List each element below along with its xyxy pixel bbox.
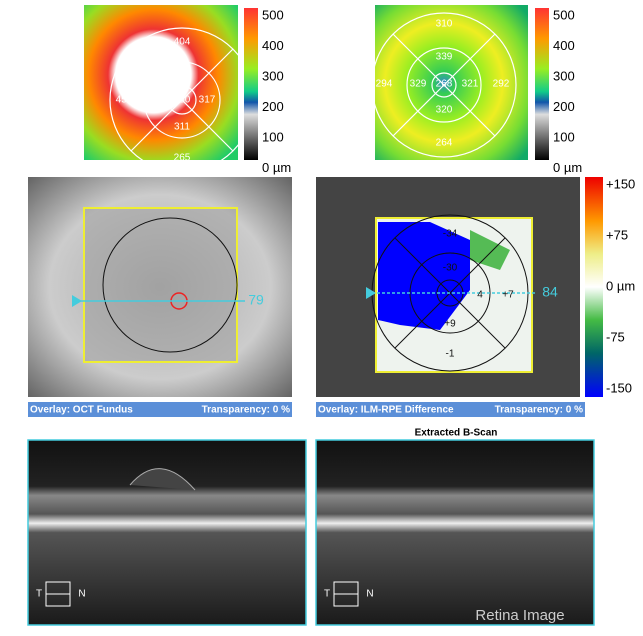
scale-label: 200	[553, 99, 575, 114]
etdrs-grid	[102, 217, 238, 353]
scan-arrow	[72, 295, 82, 307]
overlay-label: Overlay: OCT Fundus	[30, 405, 133, 416]
color-scale	[535, 8, 549, 160]
sector-value: 265	[174, 153, 191, 164]
etdrs-grid	[371, 12, 517, 158]
sector-value: 294	[376, 79, 393, 90]
sector-value: 321	[462, 79, 479, 90]
scale-label: 500	[553, 7, 575, 22]
color-scale	[585, 177, 603, 397]
scale-label: 100	[262, 129, 284, 144]
scan-marker: 84	[542, 284, 558, 300]
scan-area	[83, 207, 238, 363]
scale-label: -75	[606, 329, 625, 344]
scale-label: 0 µm	[553, 160, 582, 175]
scan-marker: 79	[248, 292, 264, 308]
overlay-bar	[316, 402, 585, 417]
sector-value: 339	[436, 52, 453, 63]
difference-overlay	[378, 222, 470, 330]
sector-value: 311	[174, 122, 190, 133]
orientation-label: T	[324, 589, 330, 600]
overlay-label: Overlay: ILM-RPE Difference	[318, 405, 454, 416]
scale-label: 100	[553, 129, 575, 144]
sector-value: -34	[443, 229, 458, 240]
sector-value: 317	[199, 95, 216, 106]
overlay-bar	[28, 402, 292, 417]
orientation-label: T	[36, 589, 42, 600]
transparency-label: Transparency: 0 %	[495, 405, 583, 416]
scale-label: 300	[553, 68, 575, 83]
bscan-title: Extracted B-Scan	[415, 428, 498, 439]
sector-value: +9	[444, 319, 456, 330]
sector-value: 310	[436, 19, 453, 30]
orientation-label: N	[78, 589, 85, 600]
scale-label: 200	[262, 99, 284, 114]
orientation-label: N	[366, 589, 373, 600]
watermark: Retina Image	[475, 607, 564, 624]
scale-label: +150	[606, 176, 635, 191]
scale-label: 400	[262, 38, 284, 53]
sector-value: +7	[502, 290, 514, 301]
color-scale	[244, 8, 258, 160]
sector-value: 329	[410, 79, 427, 90]
scale-label: 400	[553, 38, 575, 53]
sector-value: 4	[477, 290, 483, 301]
sector-value: 268	[436, 79, 453, 90]
sector-value: 264	[436, 138, 453, 149]
scale-label: 500	[262, 7, 284, 22]
scale-label: 0 µm	[606, 278, 635, 293]
transparency-label: Transparency: 0 %	[202, 405, 290, 416]
orientation-icon	[45, 581, 359, 607]
b-scan-image	[315, 439, 595, 626]
sector-value: 458	[116, 95, 133, 106]
thickness-map	[375, 5, 528, 160]
sector-value: 320	[436, 105, 453, 116]
scale-label: +75	[606, 227, 628, 242]
b-scan-feature	[129, 468, 196, 491]
scale-label: 0 µm	[262, 160, 291, 175]
scan-arrow	[366, 287, 376, 299]
scale-label: 300	[262, 68, 284, 83]
sector-value: -1	[446, 349, 455, 360]
sector-value: -30	[443, 263, 458, 274]
difference-overlay	[470, 230, 510, 270]
sector-value: 429	[174, 68, 191, 79]
sector-value: 350	[174, 95, 191, 106]
thickness-map	[84, 5, 238, 160]
sector-value: 292	[493, 79, 510, 90]
scale-label: -150	[606, 380, 632, 395]
sector-value: 404	[174, 37, 191, 48]
